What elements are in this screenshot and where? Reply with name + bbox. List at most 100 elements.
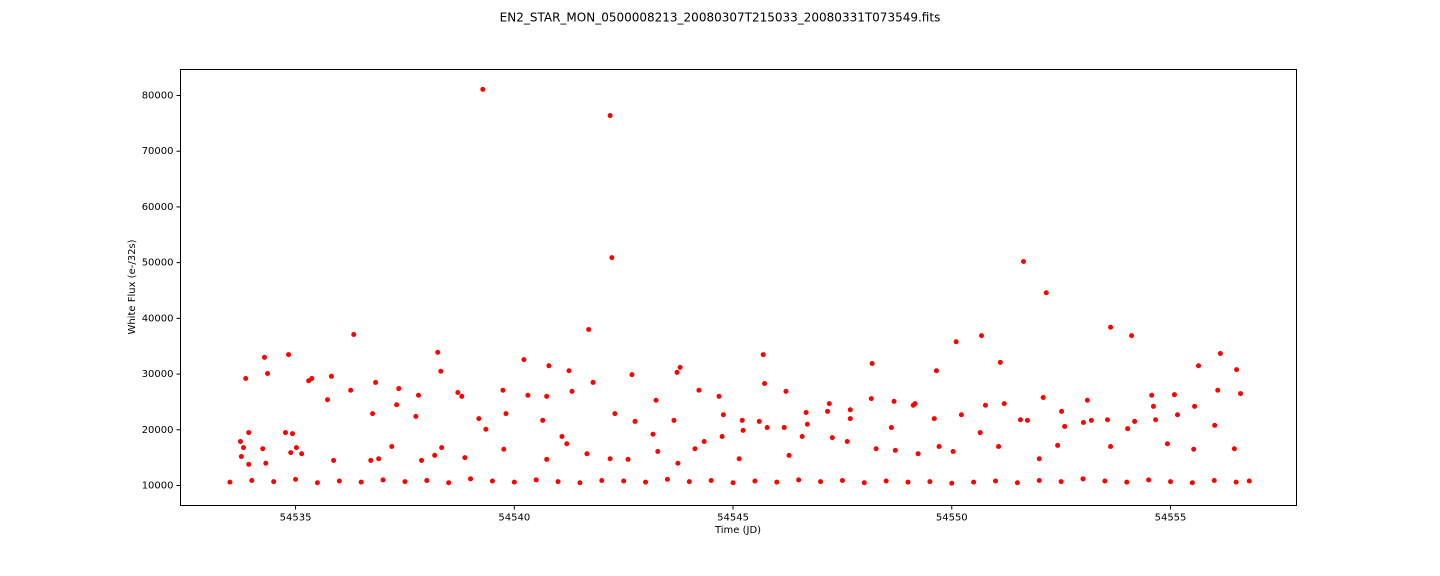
data-point <box>525 392 531 398</box>
data-point <box>950 449 956 455</box>
data-point <box>825 408 831 414</box>
data-point <box>786 452 792 458</box>
data-point <box>1001 401 1007 407</box>
data-point <box>546 363 552 369</box>
x-axis-label: Time (JD) <box>714 525 761 536</box>
data-point <box>1062 423 1068 429</box>
data-point <box>1021 259 1027 265</box>
data-point <box>331 457 337 463</box>
data-point <box>1211 477 1217 483</box>
data-point <box>868 396 874 402</box>
data-point <box>569 388 575 394</box>
data-point <box>993 478 999 484</box>
y-tick-label: 60000 <box>142 202 174 213</box>
data-point <box>740 427 746 433</box>
data-point <box>996 443 1002 449</box>
data-point <box>261 354 267 360</box>
data-point <box>415 392 421 398</box>
data-point <box>762 381 768 387</box>
data-point <box>625 456 631 462</box>
data-point <box>764 425 770 431</box>
data-point <box>888 425 894 431</box>
y-tick-label: 70000 <box>142 146 174 157</box>
data-point <box>511 479 517 485</box>
data-point <box>844 438 850 444</box>
data-point <box>953 339 959 345</box>
plot-frame <box>180 69 1297 506</box>
data-point <box>632 418 638 424</box>
data-point <box>577 480 583 486</box>
data-point <box>455 389 461 395</box>
data-point <box>376 456 382 462</box>
data-point <box>607 113 613 119</box>
data-point <box>912 401 918 407</box>
data-point <box>240 445 246 451</box>
data-point <box>839 477 845 483</box>
data-point <box>293 445 299 451</box>
data-point <box>1196 363 1202 369</box>
data-point <box>1215 387 1221 393</box>
data-point <box>476 416 482 422</box>
data-point <box>348 387 354 393</box>
data-point <box>716 393 722 399</box>
data-point <box>847 407 853 413</box>
data-point <box>246 461 252 467</box>
data-point <box>653 397 659 403</box>
data-point <box>629 372 635 378</box>
data-point <box>621 478 627 484</box>
data-point <box>402 479 408 485</box>
data-point <box>1191 446 1197 452</box>
data-point <box>708 477 714 483</box>
data-point <box>1175 412 1181 418</box>
data-point <box>796 477 802 483</box>
data-point <box>489 478 495 484</box>
data-point <box>559 433 565 439</box>
data-point <box>701 438 707 444</box>
data-point <box>286 352 292 358</box>
x-tick-label: 54545 <box>717 513 749 524</box>
data-point <box>1150 403 1156 409</box>
data-point <box>438 368 444 374</box>
data-point <box>609 255 615 261</box>
data-point <box>949 480 955 486</box>
x-tick-label: 54555 <box>1155 513 1187 524</box>
data-point <box>979 333 985 339</box>
data-point <box>314 480 320 486</box>
data-point <box>1080 476 1086 482</box>
data-point <box>1043 290 1049 296</box>
data-point <box>599 477 605 483</box>
data-point <box>799 433 805 439</box>
data-point <box>1125 426 1131 432</box>
data-point <box>686 479 692 485</box>
data-point <box>931 416 937 422</box>
data-point <box>736 456 742 462</box>
data-point <box>760 352 766 358</box>
data-point <box>958 412 964 418</box>
data-point <box>246 430 252 436</box>
data-point <box>933 368 939 374</box>
data-point <box>1146 477 1152 483</box>
data-point <box>289 431 295 437</box>
data-point <box>927 479 933 485</box>
data-point <box>1217 350 1223 356</box>
data-point <box>237 438 243 444</box>
data-point <box>521 357 527 363</box>
data-point <box>227 479 233 485</box>
data-point <box>265 371 271 377</box>
data-point <box>1024 417 1030 423</box>
data-point <box>891 398 897 404</box>
data-point <box>282 430 288 436</box>
data-point <box>309 376 315 382</box>
data-point <box>468 476 474 482</box>
data-point <box>847 416 853 422</box>
y-tick-label: 80000 <box>142 91 174 102</box>
data-point <box>971 479 977 485</box>
data-point <box>435 349 441 355</box>
data-point <box>803 410 809 416</box>
data-point <box>1234 367 1240 373</box>
data-point <box>328 373 334 379</box>
data-point <box>263 460 269 466</box>
data-point <box>389 443 395 449</box>
data-point <box>1059 408 1065 414</box>
data-point <box>739 417 745 423</box>
